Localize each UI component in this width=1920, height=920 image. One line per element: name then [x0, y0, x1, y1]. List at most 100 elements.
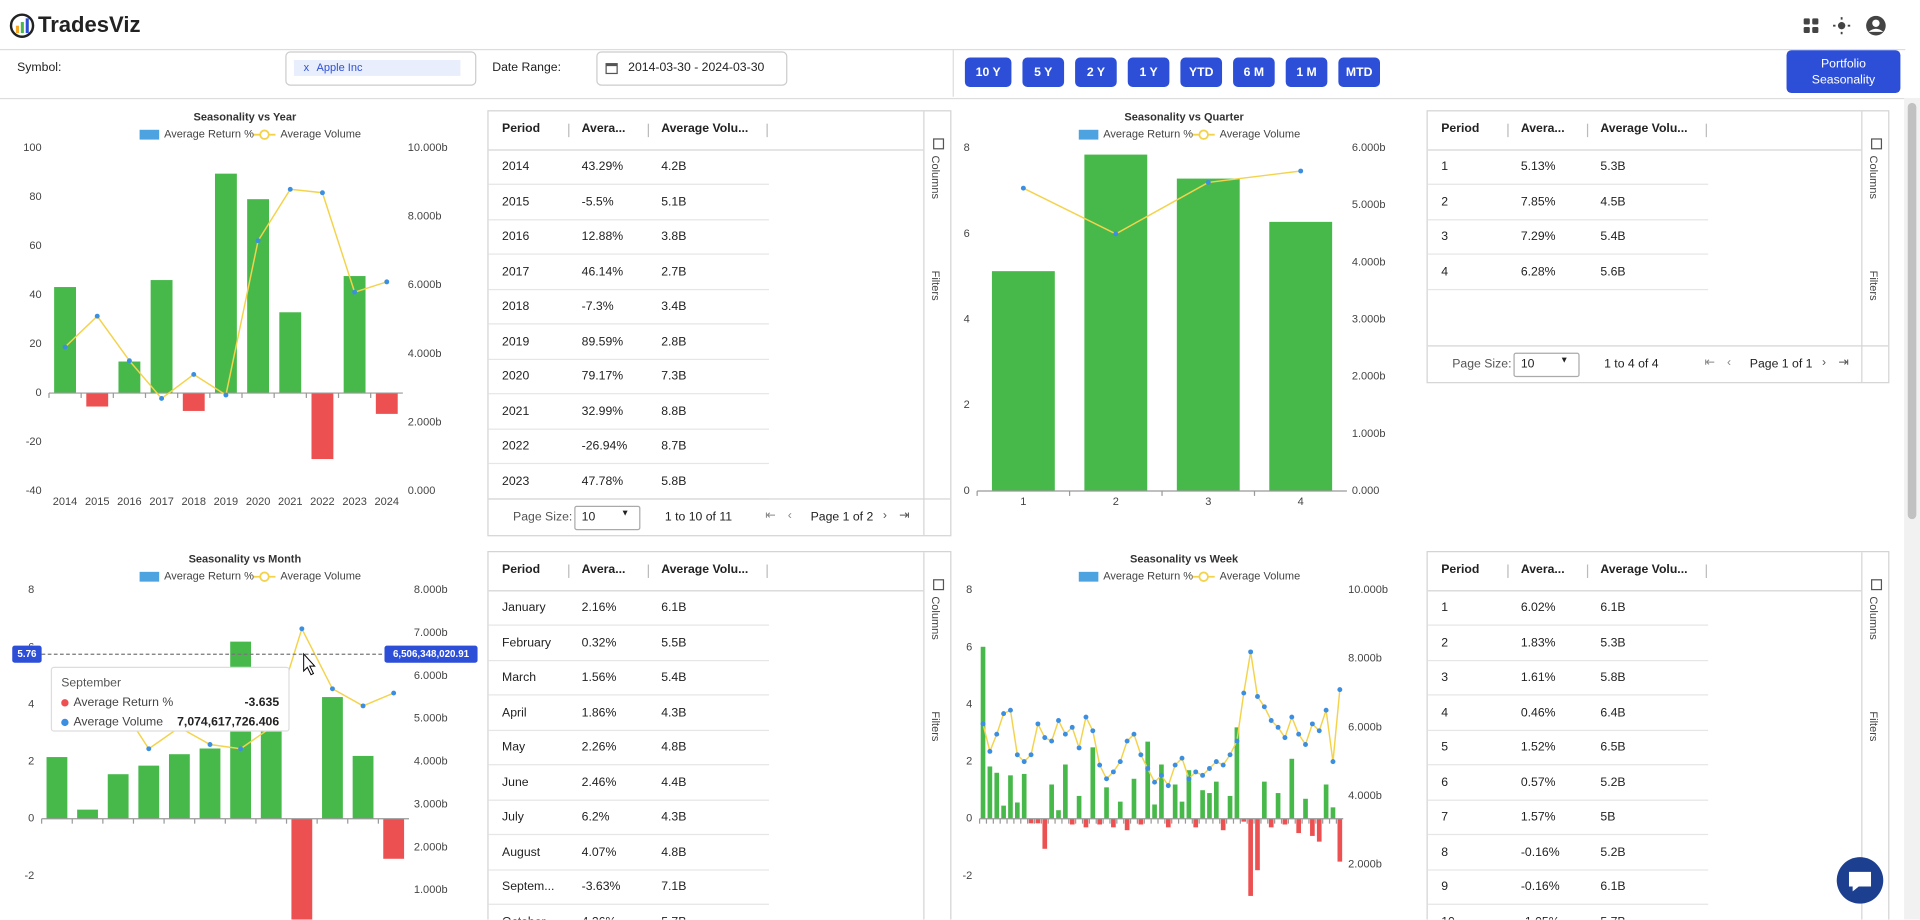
volume-point — [1323, 707, 1329, 713]
table-cell: 3 — [1441, 230, 1449, 244]
page-size-label: Page Size: — [1452, 357, 1512, 372]
bar — [1207, 793, 1212, 819]
table-cell: 2 — [1441, 636, 1449, 650]
x-tick-label: 2016 — [117, 496, 142, 508]
row-line — [488, 903, 769, 905]
row-line — [488, 288, 769, 290]
volume-point — [1110, 769, 1116, 775]
range-button[interactable]: 5 Y — [1022, 57, 1065, 87]
range-button[interactable]: 6 M — [1233, 57, 1275, 87]
scroll-thumb[interactable] — [1907, 102, 1917, 520]
table-cell: 2015 — [502, 195, 530, 209]
bar — [1248, 818, 1253, 896]
side-tab[interactable]: Columns — [929, 155, 942, 199]
tooltip-dot — [61, 699, 69, 707]
side-tab[interactable]: Filters — [1867, 711, 1880, 742]
table-cell: 6.28% — [1520, 265, 1556, 279]
chat-button[interactable] — [1836, 856, 1885, 905]
row-line — [1427, 183, 1709, 185]
volume-point — [1248, 649, 1254, 655]
volume-line — [1023, 170, 1301, 235]
range-button[interactable]: 10 Y — [964, 57, 1012, 87]
bar — [118, 361, 141, 394]
side-tab[interactable]: Filters — [929, 711, 942, 742]
table-cell: -0.16% — [1520, 880, 1560, 894]
header-cell[interactable]: Period — [502, 122, 541, 136]
portfolio-button[interactable]: Portfolio Seasonality — [1786, 50, 1901, 94]
y2-tick-label: 6.000b — [1348, 721, 1382, 733]
table-cell: 47.78% — [581, 474, 624, 488]
header-cell[interactable]: Avera... — [1520, 563, 1565, 577]
symbol-chip[interactable]: x Apple Inc — [293, 60, 461, 76]
scrollbar[interactable] — [1904, 97, 1920, 920]
table-cell: 2014 — [502, 160, 530, 174]
x-tick-label: 4 — [1298, 496, 1304, 508]
page-size-select[interactable] — [1513, 352, 1580, 378]
volume-point — [1158, 772, 1164, 778]
tooltip-name: Average Volume — [73, 715, 163, 729]
header-cell[interactable]: Avera... — [581, 563, 626, 577]
header-separator — [1586, 564, 1589, 578]
x-tick-label: 2022 — [310, 496, 335, 508]
header-cell[interactable]: Average Volu... — [1600, 563, 1688, 577]
header-cell[interactable]: Average Volu... — [661, 563, 749, 577]
y2-tick-label: 8.000b — [1348, 653, 1382, 665]
x-tick-label: 2014 — [53, 496, 78, 508]
header-cell[interactable]: Period — [502, 563, 541, 577]
volume-point — [980, 721, 986, 727]
symbol-select[interactable]: x Apple Inc — [285, 51, 477, 86]
header-cell[interactable]: Period — [1441, 122, 1480, 136]
side-tab[interactable]: Filters — [1867, 270, 1880, 301]
volume-point — [1152, 779, 1158, 785]
table-cell: 2016 — [502, 230, 530, 244]
header-cell[interactable]: Average Volu... — [1600, 122, 1688, 136]
bar — [1172, 784, 1178, 819]
page-nav[interactable]: ›⇥ — [882, 509, 922, 523]
header-cell[interactable]: Avera... — [581, 122, 626, 136]
table-cell: 2017 — [502, 265, 530, 279]
volume-point — [384, 279, 390, 285]
bar — [1310, 818, 1315, 836]
volume-point — [1282, 735, 1288, 741]
side-tab[interactable]: Columns — [1867, 155, 1880, 199]
table-cell: 7.1B — [661, 880, 687, 894]
crosshair-label: 5.76 — [17, 649, 37, 660]
header-cell[interactable]: Avera... — [1520, 122, 1565, 136]
range-button[interactable]: YTD — [1180, 57, 1223, 87]
volume-point — [238, 746, 244, 752]
volume-point — [1014, 752, 1020, 758]
table-cell: 89.59% — [581, 334, 624, 349]
row-line — [1427, 868, 1709, 871]
volume-point — [1200, 772, 1206, 778]
side-tab[interactable]: Filters — [929, 270, 942, 301]
header-cell[interactable]: Period — [1441, 563, 1480, 577]
side-tab[interactable]: Columns — [1867, 596, 1880, 640]
range-button[interactable]: MTD — [1338, 57, 1381, 87]
row-line — [488, 624, 769, 626]
bar — [1323, 784, 1329, 819]
volume-point — [1227, 752, 1233, 758]
table-cell: 5.8B — [1600, 671, 1626, 685]
y2-tick-label: 8.000b — [414, 584, 448, 596]
page-size-select[interactable] — [574, 505, 641, 531]
header-cell[interactable]: Average Volu... — [661, 122, 749, 136]
y2-tick-label: 1.000b — [414, 884, 448, 896]
range-button[interactable]: 1 Y — [1127, 57, 1170, 87]
volume-point — [1062, 731, 1068, 737]
page-nav[interactable]: ⇤‹ — [1704, 356, 1744, 370]
page-nav[interactable]: ›⇥ — [1822, 356, 1861, 370]
volume-point — [1020, 185, 1026, 191]
volume-point — [1205, 180, 1211, 185]
side-tab[interactable]: Columns — [929, 596, 942, 640]
table-cell: 2.7B — [661, 265, 687, 279]
date-input[interactable]: 2014-03-30 - 2024-03-30 — [596, 51, 788, 86]
chip-remove[interactable]: x — [303, 61, 310, 74]
header-separator — [1705, 564, 1707, 578]
page-nav[interactable]: ⇤‹ — [765, 509, 805, 523]
range-button[interactable]: 1 M — [1285, 57, 1328, 87]
y-tick-label: 2 — [964, 399, 970, 411]
range-button[interactable]: 2 Y — [1075, 57, 1117, 87]
y-tick-label: 6 — [964, 228, 970, 240]
y2-tick-label: 5.000b — [414, 713, 448, 725]
y-tick-label: 0 — [964, 485, 970, 497]
